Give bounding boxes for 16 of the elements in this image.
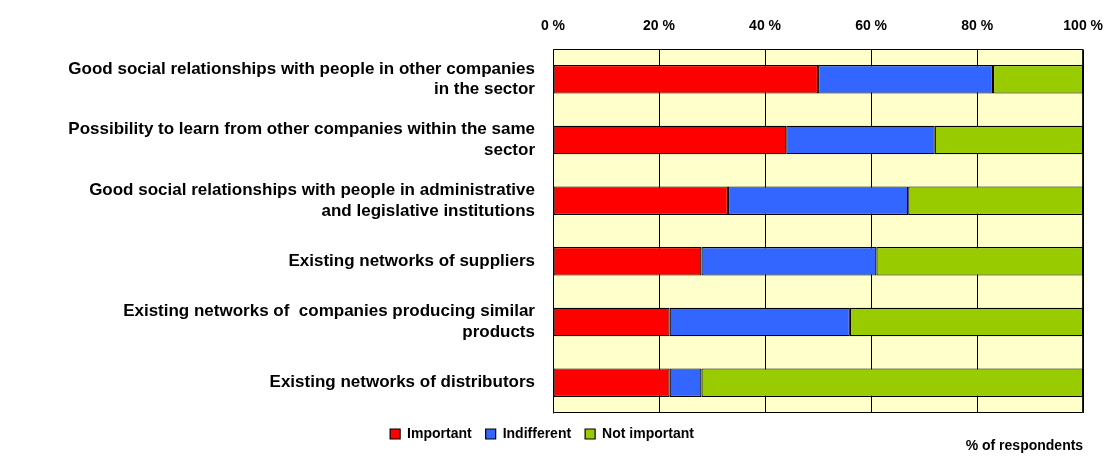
x-tick-label: 80 %: [961, 17, 994, 34]
legend-label: Not important: [602, 424, 695, 441]
y-tick-label: Existing networks of companies producing similar products: [123, 301, 536, 341]
legend-label: Indifferent: [502, 424, 572, 441]
y-tick-label: Good social relationships with people in other companies in the sector: [68, 58, 536, 99]
y-tick-label: Good social relationships with people in administrative and legislative institutions: [89, 180, 535, 220]
x-tick-label: 0 %: [540, 17, 566, 34]
x-tick-label: 20 %: [643, 17, 676, 34]
y-tick-label: Possibility to learn from other companies within the same sector: [68, 119, 536, 159]
y-tick-label: Existing networks of distributors: [269, 372, 535, 392]
text: % of respondents: [965, 436, 1084, 453]
x-tick-label: 100 %: [1063, 17, 1104, 34]
y-tick-label: Existing networks of suppliers: [288, 251, 535, 271]
x-tick-label: 40 %: [749, 17, 782, 34]
legend-label: Important: [407, 424, 473, 441]
x-tick-label: 60 %: [855, 17, 888, 34]
